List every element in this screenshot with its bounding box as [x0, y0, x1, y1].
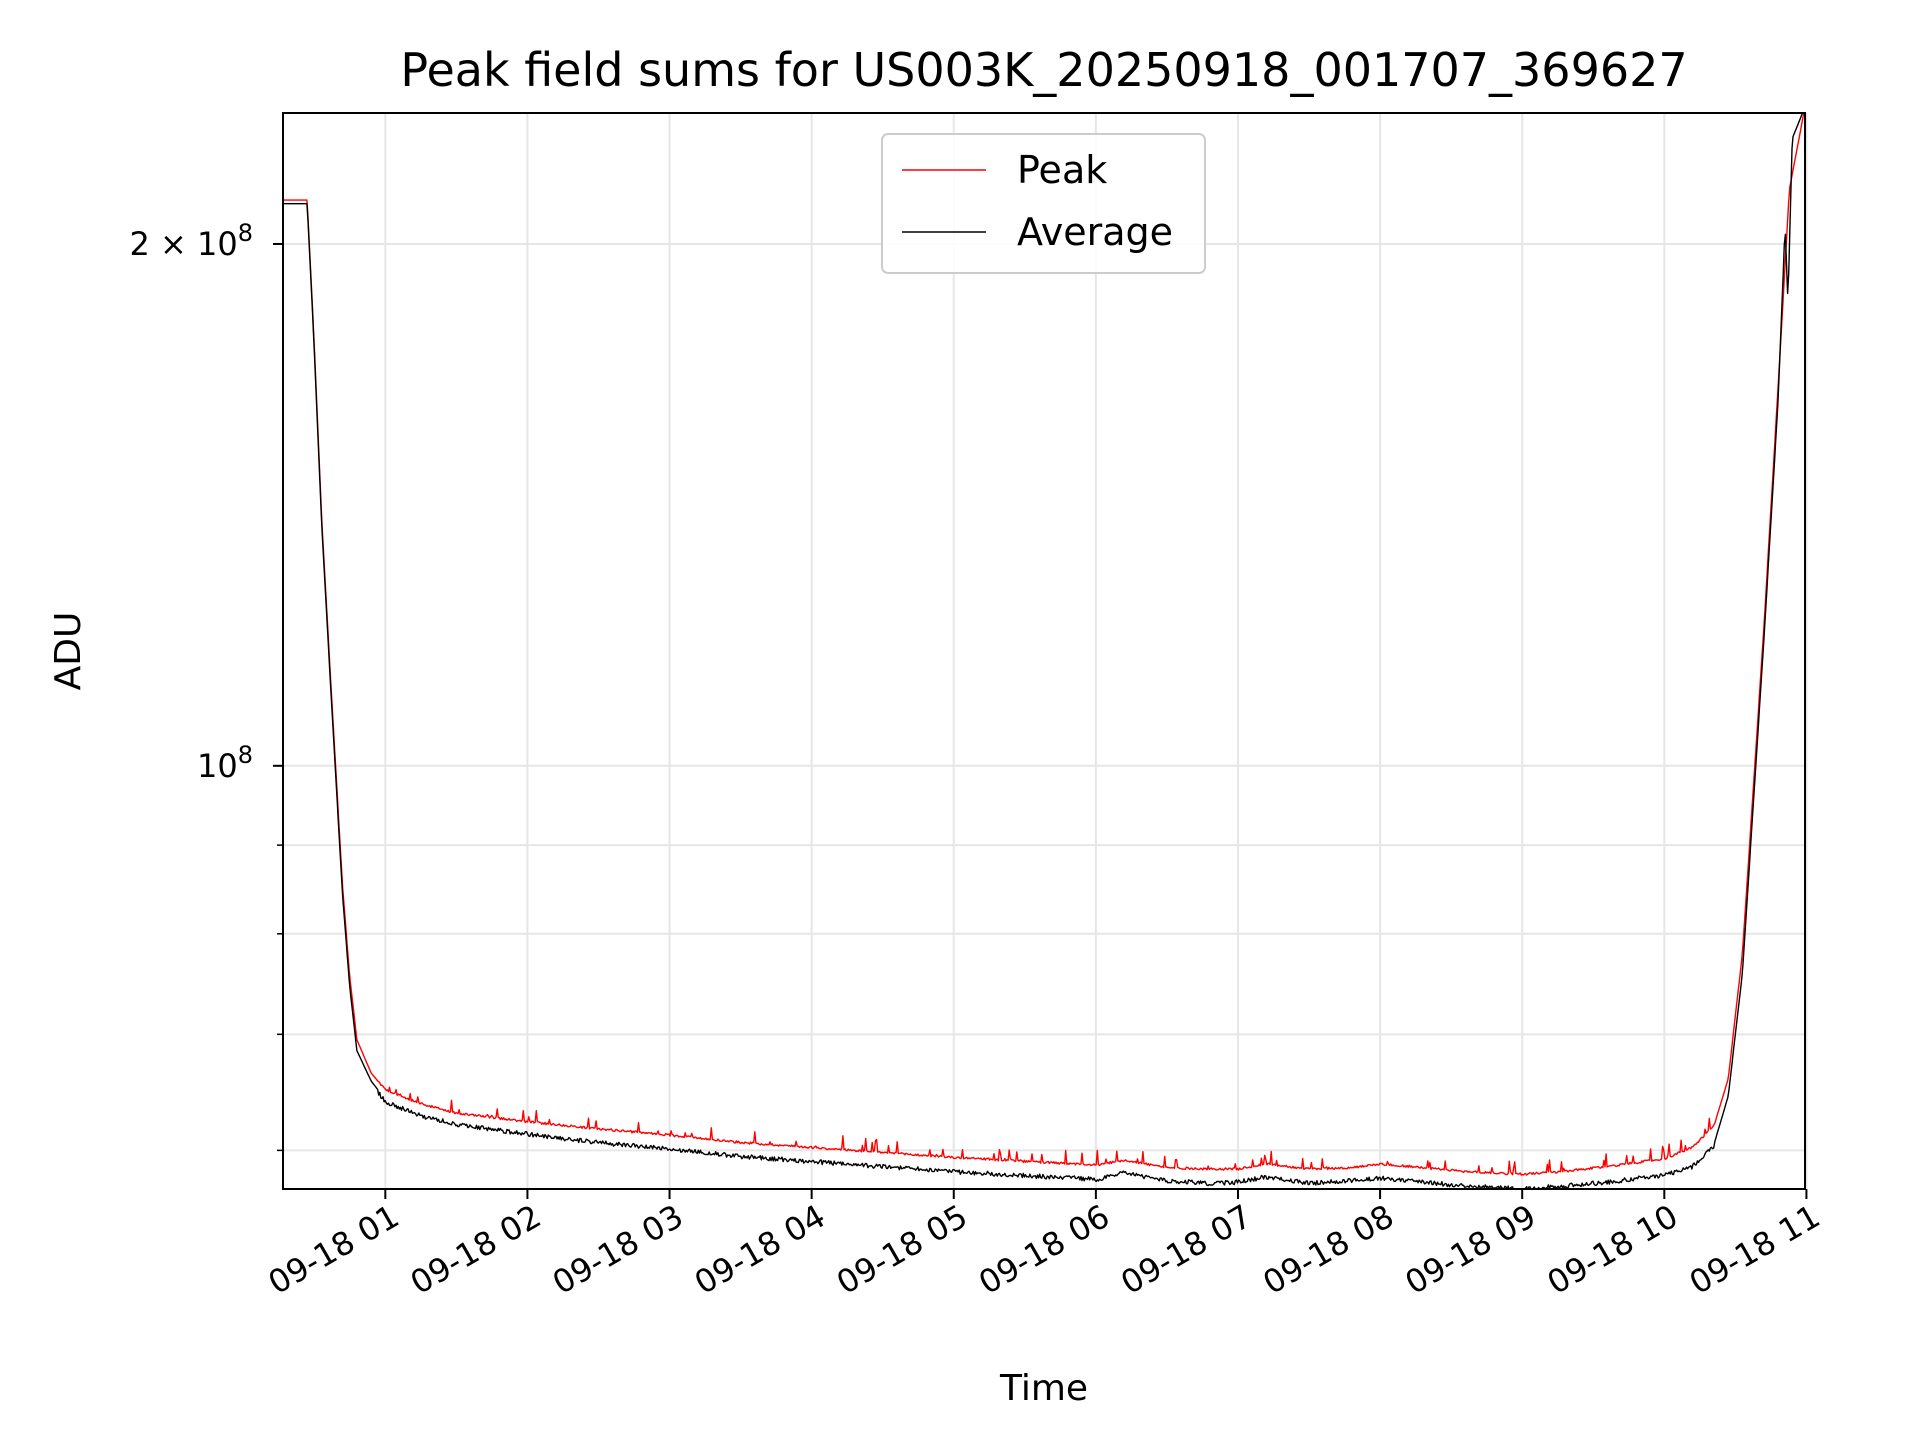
y-axis-label: ADU — [48, 612, 89, 691]
y-tick-base: 2 × 10 — [129, 225, 237, 263]
legend-box — [881, 133, 1206, 274]
y-tick-base: 10 — [197, 747, 238, 785]
chart-title: Peak field sums for US003K_20250918_0017… — [400, 43, 1687, 97]
series-line-peak — [283, 113, 1805, 1176]
legend-average-label: Average — [1017, 210, 1173, 254]
y-tick-label: 108 — [197, 741, 253, 785]
plot-frame — [282, 112, 1806, 1190]
series-line-average — [283, 113, 1804, 1189]
y-tick-exponent: 8 — [238, 219, 253, 247]
legend-peak-label: Peak — [1017, 148, 1107, 192]
grid — [283, 113, 1808, 1189]
legend: Peak Average — [881, 133, 1206, 274]
y-tick-exponent: 8 — [238, 741, 253, 769]
plot-area — [283, 113, 1805, 1189]
y-tick-label: 2 × 108 — [129, 219, 253, 263]
x-axis-label: Time — [999, 1368, 1088, 1409]
